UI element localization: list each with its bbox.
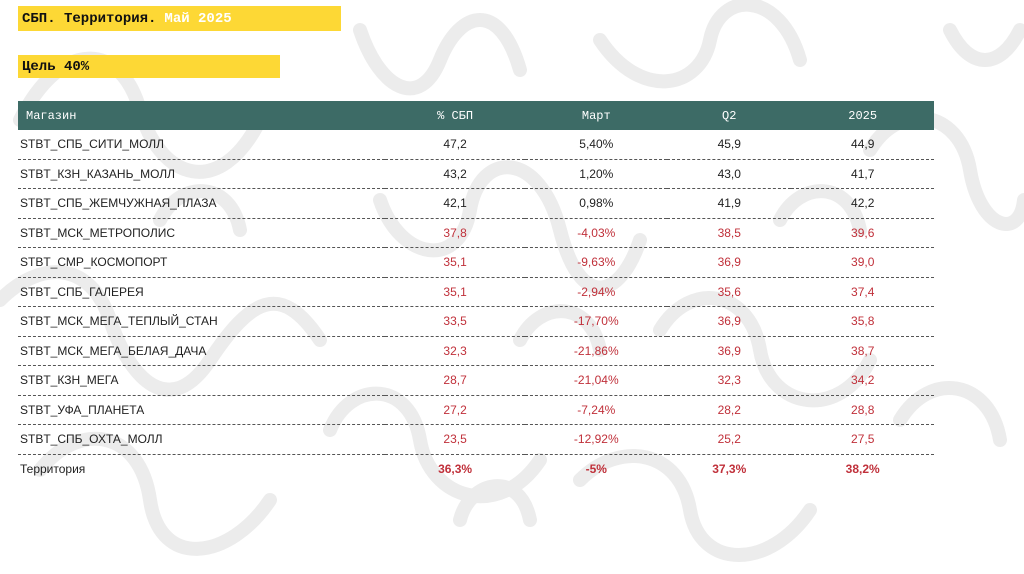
total-q2: 37,3% bbox=[712, 461, 747, 476]
table-row: STBT_СПБ_ГАЛЕРЕЯ 35,1 -2,94% 35,6 37,4 bbox=[18, 277, 934, 307]
table-row: STBT_СМР_КОСМОПОРТ 35,1 -9,63% 36,9 39,0 bbox=[18, 247, 934, 278]
cell-march: -4,03% bbox=[525, 218, 668, 248]
cell-sbp: 27,2 bbox=[384, 395, 526, 425]
cell-march: -17,70% bbox=[525, 306, 668, 337]
cell-q2: 41,9 bbox=[667, 188, 792, 219]
cell-store: STBT_КЗН_КАЗАНЬ_МОЛЛ bbox=[18, 159, 385, 189]
cell-year: 39,6 bbox=[791, 218, 934, 248]
cell-sbp: 35,1 bbox=[384, 247, 526, 278]
cell-store: STBT_МСК_МЕТРОПОЛИС bbox=[18, 218, 385, 248]
cell-year: 39,0 bbox=[791, 247, 934, 278]
cell-sbp: 35,1 bbox=[384, 277, 526, 307]
total-year: 38,2% bbox=[845, 461, 880, 476]
cell-q2: 36,9 bbox=[667, 336, 792, 366]
cell-year: 41,7 bbox=[791, 159, 934, 189]
table-body: STBT_СПБ_СИТИ_МОЛЛ 47,2 5,40% 45,9 44,9 STBT_… bbox=[18, 130, 934, 483]
cell-march: 5,40% bbox=[525, 130, 668, 160]
cell-sbp: 28,7 bbox=[384, 365, 526, 396]
column-header-march: Март bbox=[525, 101, 668, 130]
column-header-sbp: % СБП bbox=[384, 101, 526, 130]
column-header-2025: 2025 bbox=[791, 101, 934, 130]
cell-march: 0,98% bbox=[525, 188, 668, 219]
table-row: STBT_МСК_МЕГА_БЕЛАЯ_ДАЧА 32,3 -21,86% 36,9 3… bbox=[18, 336, 934, 366]
cell-sbp: 37,8 bbox=[384, 218, 526, 248]
cell-q2: 43,0 bbox=[667, 159, 792, 189]
cell-store: STBT_СПБ_ГАЛЕРЕЯ bbox=[18, 277, 385, 307]
cell-march: -2,94% bbox=[525, 277, 668, 307]
cell-sbp: 23,5 bbox=[384, 424, 526, 455]
table-row: STBT_МСК_МЕГА_ТЕПЛЫЙ_СТАН 33,5 -17,70% 36,9… bbox=[18, 306, 934, 337]
total-label: Территория bbox=[20, 461, 86, 476]
column-header-store: Магазин bbox=[18, 101, 385, 130]
cell-march: -9,63% bbox=[525, 247, 668, 278]
table-row: STBT_КЗН_КАЗАНЬ_МОЛЛ 43,2 1,20% 43,0 41,7 bbox=[18, 159, 934, 189]
title-period: Май 2025 bbox=[164, 10, 232, 27]
cell-q2: 35,6 bbox=[667, 277, 792, 307]
cell-q2: 25,2 bbox=[667, 424, 792, 455]
cell-sbp: 33,5 bbox=[384, 306, 526, 337]
cell-q2: 36,9 bbox=[667, 247, 792, 278]
cell-year: 42,2 bbox=[791, 188, 934, 219]
cell-year: 35,8 bbox=[791, 306, 934, 337]
cell-year: 27,5 bbox=[791, 424, 934, 455]
cell-q2: 38,5 bbox=[667, 218, 792, 248]
cell-store: STBT_УФА_ПЛАНЕТА bbox=[18, 395, 385, 425]
goal-label: Цель 40% bbox=[18, 55, 280, 78]
title-text: СБП. Территория. bbox=[22, 10, 157, 27]
table-row: STBT_СПБ_ЖЕМЧУЖНАЯ_ПЛАЗА 42,1 0,98% 41,9 42,… bbox=[18, 188, 934, 219]
table-row: STBT_СПБ_ОХТА_МОЛЛ 23,5 -12,92% 25,2 27,5 bbox=[18, 424, 934, 455]
cell-march: -12,92% bbox=[525, 424, 668, 455]
sbp-table: Магазин % СБП Март Q2 2025 STBT_СПБ_СИТИ… bbox=[18, 101, 934, 483]
cell-store: STBT_МСК_МЕГА_ТЕПЛЫЙ_СТАН bbox=[18, 306, 385, 337]
cell-store: STBT_СПБ_ОХТА_МОЛЛ bbox=[18, 424, 385, 455]
total-march: -5% bbox=[585, 461, 607, 476]
cell-march: -21,86% bbox=[525, 336, 668, 366]
cell-store: STBT_КЗН_МЕГА bbox=[18, 365, 385, 396]
cell-store: STBT_СПБ_СИТИ_МОЛЛ bbox=[18, 130, 385, 160]
cell-store: STBT_СПБ_ЖЕМЧУЖНАЯ_ПЛАЗА bbox=[18, 188, 385, 219]
table-header-row: Магазин % СБП Март Q2 2025 bbox=[18, 101, 934, 130]
cell-year: 34,2 bbox=[791, 365, 934, 396]
cell-march: -7,24% bbox=[525, 395, 668, 425]
cell-sbp: 43,2 bbox=[384, 159, 526, 189]
cell-year: 37,4 bbox=[791, 277, 934, 307]
cell-q2: 45,9 bbox=[667, 130, 792, 160]
cell-q2: 32,3 bbox=[667, 365, 792, 396]
cell-sbp: 47,2 bbox=[384, 130, 526, 160]
total-sbp: 36,3% bbox=[438, 461, 473, 476]
cell-sbp: 32,3 bbox=[384, 336, 526, 366]
cell-store: STBT_СМР_КОСМОПОРТ bbox=[18, 247, 385, 278]
cell-march: 1,20% bbox=[525, 159, 668, 189]
cell-store: STBT_МСК_МЕГА_БЕЛАЯ_ДАЧА bbox=[18, 336, 385, 366]
table-row: STBT_СПБ_СИТИ_МОЛЛ 47,2 5,40% 45,9 44,9 bbox=[18, 130, 934, 160]
table-total-row: Территория 36,3% -5% 37,3% 38,2% bbox=[18, 454, 934, 483]
cell-year: 28,8 bbox=[791, 395, 934, 425]
table-row: STBT_КЗН_МЕГА 28,7 -21,04% 32,3 34,2 bbox=[18, 365, 934, 396]
cell-march: -21,04% bbox=[525, 365, 668, 396]
column-header-q2: Q2 bbox=[667, 101, 792, 130]
cell-sbp: 42,1 bbox=[384, 188, 526, 219]
table-row: STBT_УФА_ПЛАНЕТА 27,2 -7,24% 28,2 28,8 bbox=[18, 395, 934, 425]
cell-year: 44,9 bbox=[791, 130, 934, 160]
page-title: СБП. Территория. Май 2025 bbox=[18, 6, 341, 31]
cell-q2: 28,2 bbox=[667, 395, 792, 425]
cell-year: 38,7 bbox=[791, 336, 934, 366]
cell-q2: 36,9 bbox=[667, 306, 792, 337]
table-row: STBT_МСК_МЕТРОПОЛИС 37,8 -4,03% 38,5 39,6 bbox=[18, 218, 934, 248]
